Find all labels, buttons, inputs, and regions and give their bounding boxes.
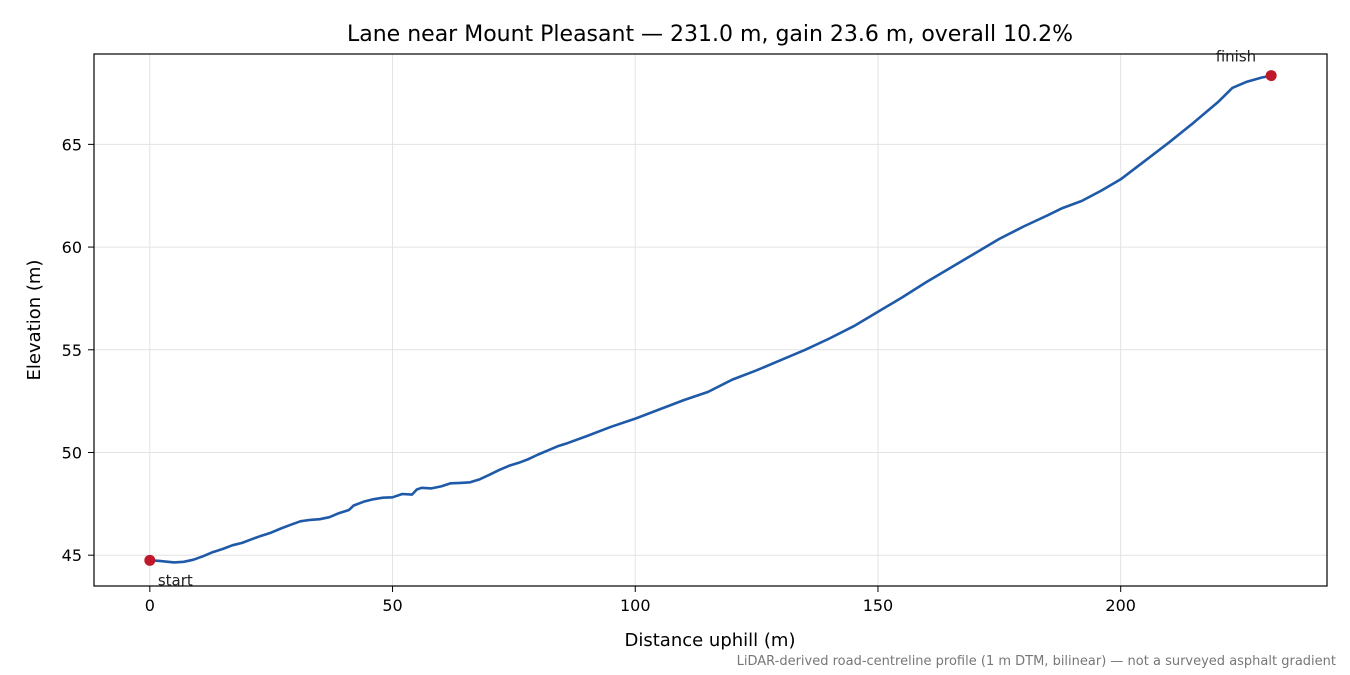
elevation-profile-line (148, 74, 1273, 564)
start-annotation: start (158, 571, 193, 589)
finish-marker (1265, 70, 1277, 82)
x-tick-label: 150 (863, 596, 894, 615)
y-tick-label: 55 (62, 341, 82, 360)
y-tick-label: 60 (62, 238, 82, 257)
y-axis-label: Elevation (m) (24, 260, 45, 381)
start-marker (144, 554, 156, 566)
x-tick-label: 200 (1105, 596, 1136, 615)
plot-area (144, 70, 1277, 566)
y-tick-label: 65 (62, 135, 82, 154)
footnote: LiDAR-derived road-centreline profile (1… (737, 654, 1336, 669)
grid-lines (94, 54, 1327, 586)
x-tick-label: 0 (145, 596, 155, 615)
y-tick-label: 50 (62, 443, 82, 462)
plot-frame (93, 53, 1328, 587)
y-tick-label: 45 (62, 546, 82, 565)
finish-annotation: finish (1216, 48, 1256, 66)
axis-ticks: 0 50 100 150 200 45 50 55 60 65 (62, 135, 1136, 615)
x-tick-label: 50 (382, 596, 402, 615)
x-tick-label: 100 (620, 596, 651, 615)
chart-title: Lane near Mount Pleasant — 231.0 m, gain… (347, 22, 1073, 47)
x-axis-label: Distance uphill (m) (625, 630, 796, 651)
